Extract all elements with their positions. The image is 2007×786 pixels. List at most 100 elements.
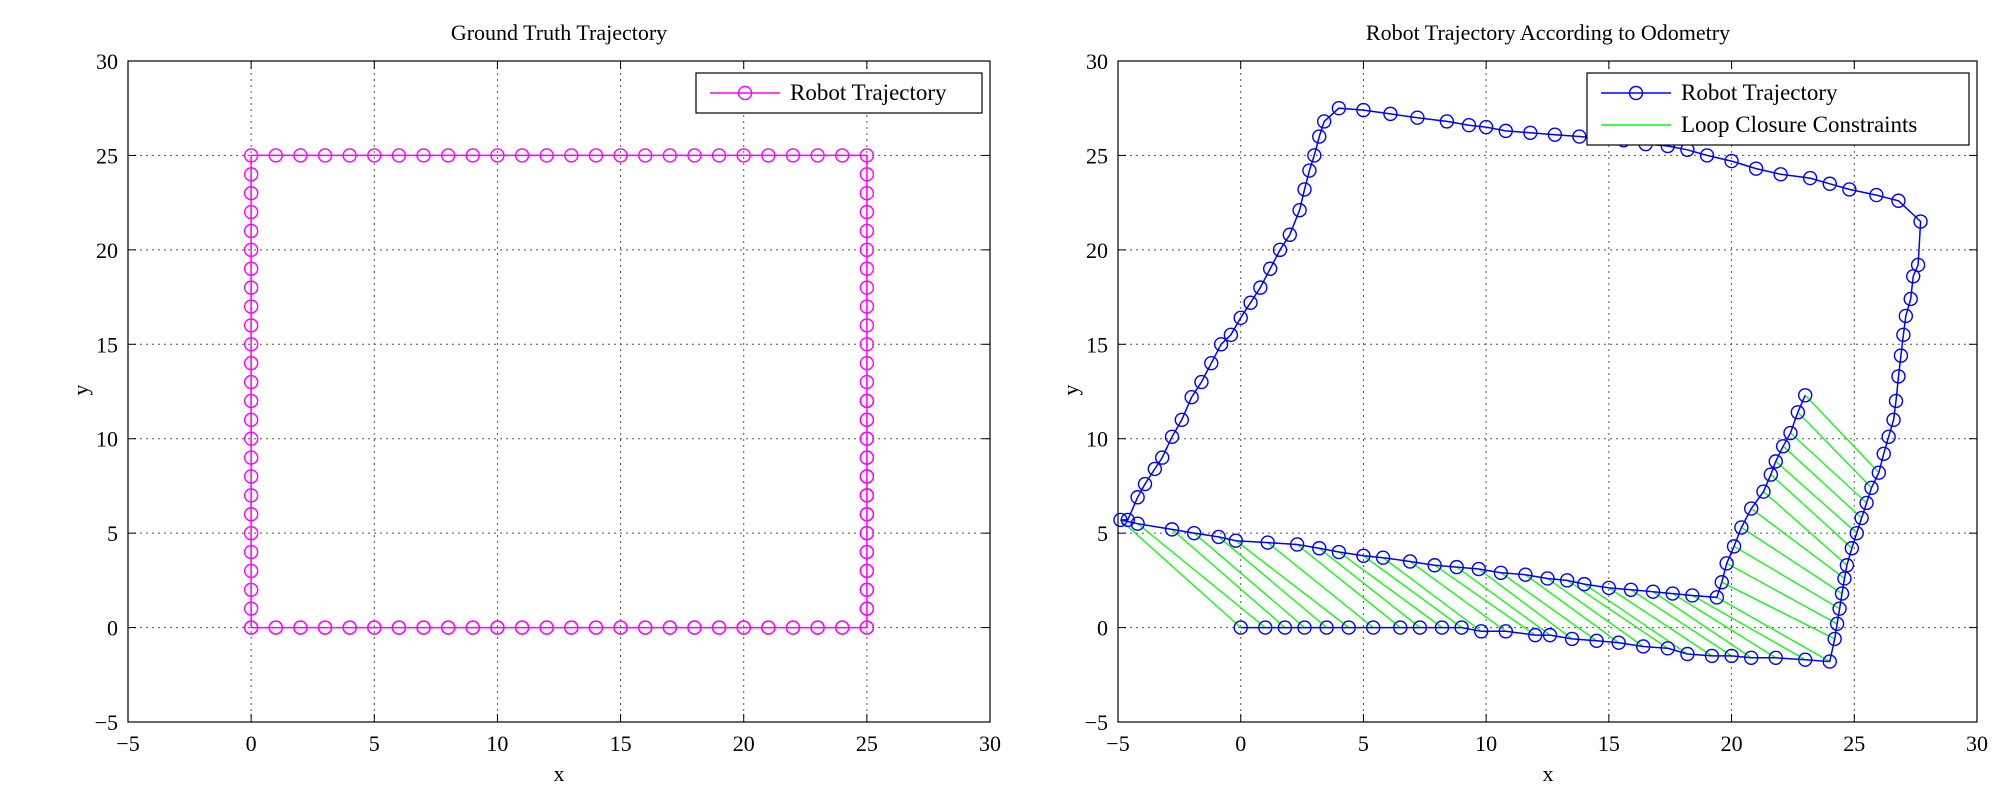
trajectory-point	[859, 601, 875, 616]
trajectory-point	[391, 148, 407, 163]
trajectory-point	[391, 620, 407, 635]
trajectory-point	[1827, 631, 1842, 647]
ticks: −5 0 5 10 15 20 25 30 −5 0 5 10 15 20 25 30	[95, 49, 1001, 756]
trajectory-point	[711, 148, 727, 163]
trajectory-point	[243, 280, 259, 295]
trajectory-point	[859, 280, 875, 295]
y-tick-label: 5	[1097, 521, 1108, 546]
loop-closure-line	[1733, 545, 1840, 610]
trajectory-point	[1449, 559, 1464, 575]
x-tick-label: −5	[116, 731, 139, 756]
trajectory-point	[859, 374, 875, 390]
y-tick-label: 30	[96, 49, 118, 74]
loop-closure-line	[1171, 528, 1286, 629]
loop-closure-line	[1770, 474, 1853, 549]
trajectory-line	[1120, 107, 1922, 663]
loop-closure-line	[1716, 596, 1831, 663]
loop-closure-line	[1218, 536, 1328, 629]
trajectory-point	[243, 469, 259, 484]
trajectory-point	[1498, 123, 1513, 139]
trajectory-point	[243, 148, 259, 163]
trajectory-point	[810, 148, 825, 163]
trajectory-point	[1869, 187, 1884, 203]
trajectory-point	[1375, 550, 1391, 565]
trajectory-point	[1137, 476, 1153, 492]
trajectory-point	[810, 620, 825, 635]
trajectory-point	[293, 148, 308, 163]
trajectory-point	[465, 148, 480, 163]
trajectory-point	[1528, 627, 1543, 643]
loop-closure-line	[1672, 593, 1777, 659]
loop-closure-line	[1652, 591, 1752, 659]
trajectory-point	[465, 620, 480, 635]
trajectory-point	[1113, 512, 1128, 528]
trajectory-point	[1331, 544, 1347, 560]
trajectory-point	[1685, 588, 1700, 603]
trajectory-point	[1888, 393, 1904, 409]
trajectory-point	[1383, 106, 1398, 122]
trajectory-point	[317, 620, 333, 635]
trajectory-point	[859, 431, 875, 446]
trajectory-point	[1896, 327, 1911, 343]
trajectory-point	[1471, 561, 1486, 577]
trajectory-point	[1881, 429, 1896, 445]
trajectory-point	[243, 450, 259, 465]
y-tick-label: 15	[96, 332, 118, 357]
y-tick-label: 20	[96, 238, 118, 263]
loop-closure-line	[1721, 581, 1835, 640]
trajectory-point	[1356, 102, 1371, 118]
trajectory-point	[859, 299, 875, 314]
trajectory-point	[514, 620, 530, 635]
trajectory-point	[859, 412, 875, 428]
trajectory-point	[243, 601, 259, 616]
trajectory-point	[1699, 148, 1715, 163]
trajectory-point	[1844, 541, 1860, 556]
loop-closure-line	[1296, 543, 1401, 629]
trajectory-point	[859, 148, 875, 163]
trajectory-point	[662, 620, 678, 635]
trajectory-point	[859, 507, 875, 522]
trajectory-point	[1849, 525, 1864, 541]
trajectory-point	[1307, 148, 1322, 163]
series-layer	[1113, 101, 1928, 669]
plot-frame	[1117, 60, 1978, 723]
trajectory-point	[859, 337, 875, 352]
trajectory-point	[1564, 631, 1580, 647]
loop-closure-line	[1456, 566, 1551, 636]
loop-closure-line	[1318, 547, 1421, 629]
trajectory-point	[761, 620, 776, 635]
trajectory-point	[859, 544, 875, 560]
trajectory-point	[243, 167, 259, 182]
trajectory-point	[1223, 327, 1239, 343]
trajectory-point	[1292, 202, 1307, 218]
x-tick-label: 15	[610, 731, 632, 756]
trajectory-point	[1260, 535, 1275, 550]
trajectory-line	[250, 154, 868, 629]
trajectory-point	[1498, 624, 1513, 639]
legend-swatch-marker	[737, 85, 753, 101]
trajectory-point	[736, 148, 751, 163]
trajectory-point	[1744, 501, 1759, 516]
trajectory-point	[1834, 586, 1850, 601]
trajectory-point	[243, 582, 259, 597]
loop-closure-line	[1804, 394, 1880, 474]
trajectory-point	[243, 337, 259, 352]
x-tick-label: 5	[1358, 731, 1369, 756]
trajectory-point	[859, 469, 875, 484]
trajectory-point	[1768, 454, 1783, 469]
trajectory-point	[1427, 558, 1442, 573]
legend-label: Loop Closure Constraints	[1681, 112, 1917, 137]
trajectory-point	[1518, 567, 1533, 582]
loop-closure-line	[1790, 432, 1867, 504]
trajectory-point	[564, 148, 579, 163]
trajectory-point	[1893, 348, 1909, 363]
trajectory-point	[859, 318, 875, 333]
grid	[1118, 61, 1977, 722]
trajectory-point	[1864, 480, 1879, 496]
trajectory-point	[662, 148, 678, 163]
trajectory-point	[539, 148, 554, 163]
trajectory-point	[1297, 620, 1312, 635]
loop-closure-line	[1775, 460, 1858, 534]
x-tick-label: 0	[1235, 731, 1246, 756]
trajectory-point	[1572, 129, 1587, 144]
